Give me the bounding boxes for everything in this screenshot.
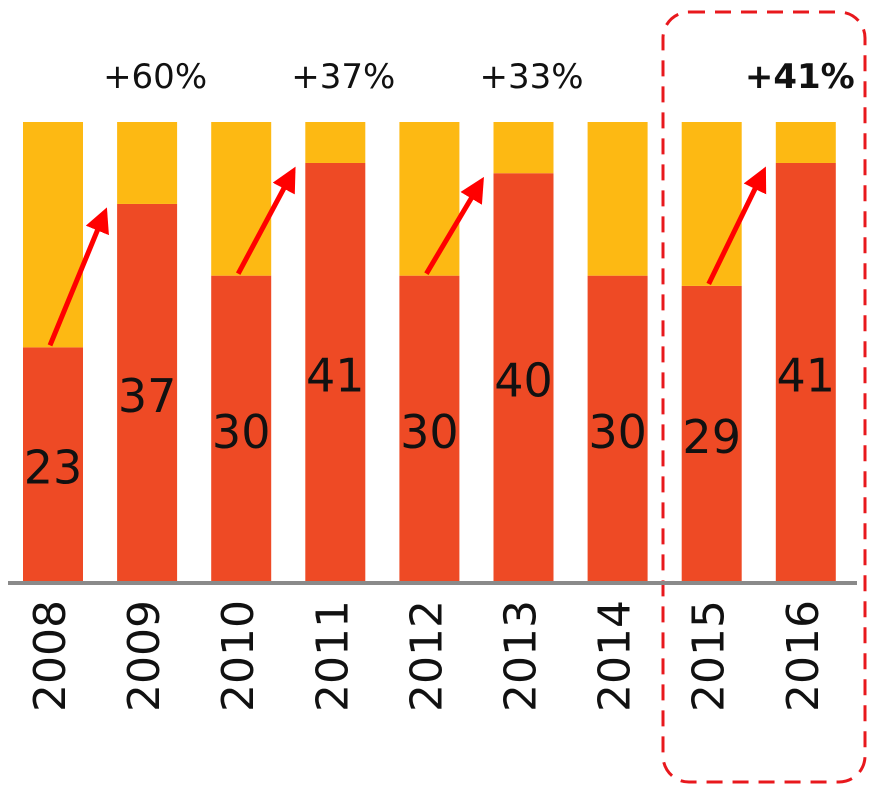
value-label: 41 [777,348,836,402]
bar-segment [305,122,366,163]
value-label: 30 [400,405,459,459]
bar-segment [23,347,83,583]
bar-segment [587,122,648,276]
growth-label: +37% [291,57,395,97]
bar-segment [775,122,836,163]
value-label: 29 [682,410,741,464]
bar-segment [399,122,460,276]
x-tick-label: 2010 [213,600,264,712]
bar-segment [211,275,272,583]
growth-arrow [235,166,296,275]
x-tick-label: 2014 [590,600,641,712]
growth-arrow [47,207,109,347]
value-label: 30 [212,405,271,459]
growth-arrow [424,176,484,275]
bar-segment [211,122,272,276]
bar-segment [399,275,460,583]
value-label: 37 [118,369,177,423]
value-label: 30 [588,405,647,459]
bar-segment [587,275,648,583]
growth-label: +41% [745,57,855,97]
x-tick-label: 2016 [778,600,829,712]
x-tick-label: 2015 [684,600,735,712]
bar-segment [493,122,554,174]
bar-segment [775,162,836,583]
value-label: 41 [306,348,365,402]
x-tick-label: 2011 [307,600,358,712]
bar-segment [305,162,366,583]
value-label: 40 [494,354,553,408]
bar-segment [117,203,178,583]
value-label: 23 [24,441,83,495]
x-tick-label: 2009 [119,600,170,712]
x-tick-label: 2013 [496,600,547,712]
bar-segment [681,122,742,286]
growth-arrow [706,166,767,286]
bar-segment [681,285,742,583]
bar-segment [117,122,178,204]
x-tick-label: 2008 [25,600,76,712]
growth-label: +60% [103,57,207,97]
bar-segment [23,122,83,348]
highlight-box [661,10,867,784]
growth-label: +33% [479,57,583,97]
x-tick-label: 2012 [401,600,452,712]
bar-segment [493,173,554,583]
